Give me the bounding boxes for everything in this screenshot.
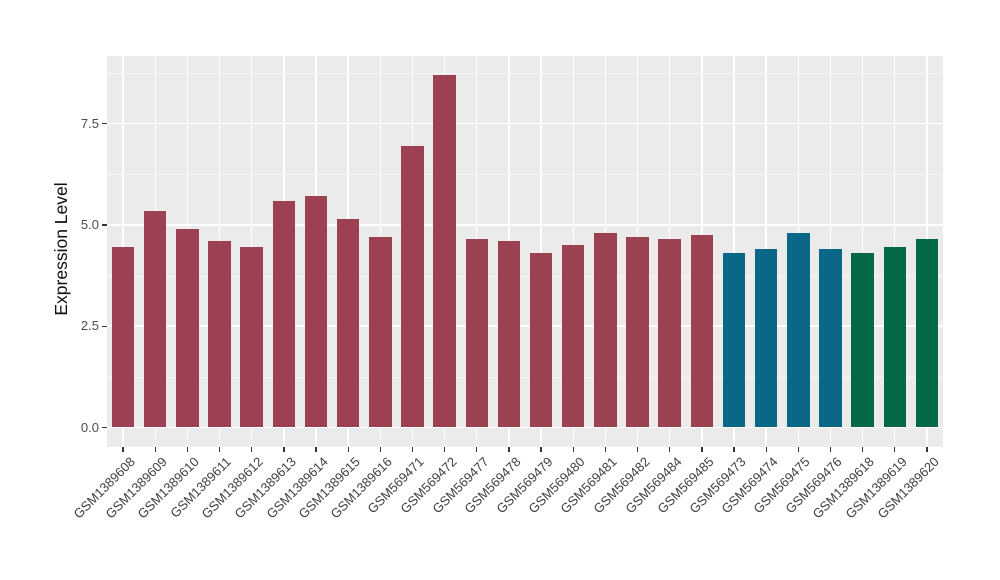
x-gridline-major — [540, 56, 542, 447]
x-tick-mark — [797, 447, 799, 452]
x-tick-mark — [894, 447, 896, 452]
y-tick-label: 7.5 — [80, 115, 99, 131]
x-tick-mark — [315, 447, 317, 452]
y-tick-label: 5.0 — [80, 216, 99, 232]
bar-GSM569480 — [561, 245, 585, 428]
y-tick-label: 2.5 — [80, 318, 99, 334]
bar-GSM569473 — [722, 253, 746, 428]
y-tick-mark — [102, 426, 107, 429]
plot-panel — [107, 56, 943, 447]
bar-GSM569482 — [626, 237, 649, 428]
bar-GSM1389610 — [176, 228, 199, 428]
x-tick-mark — [379, 447, 381, 452]
x-tick-mark — [733, 447, 735, 452]
bar-GSM1389608 — [111, 247, 135, 428]
x-tick-mark — [829, 447, 832, 452]
y-tick-mark — [102, 224, 107, 226]
x-tick-mark — [508, 447, 510, 452]
y-tick-mark — [102, 325, 107, 327]
bar-GSM1389620 — [915, 239, 939, 428]
y-gridline-minor — [107, 72, 943, 74]
x-gridline-major — [861, 56, 864, 447]
y-tick-label: 0.0 — [80, 419, 99, 435]
x-gridline-major — [733, 56, 735, 447]
y-tick-mark — [102, 122, 107, 125]
x-tick-mark — [604, 447, 607, 452]
bar-GSM1389619 — [883, 247, 907, 428]
bar-GSM1389616 — [369, 237, 392, 428]
y-gridline-major — [107, 325, 943, 327]
bar-GSM569472 — [433, 74, 456, 428]
x-tick-mark — [636, 447, 639, 452]
x-tick-mark — [701, 447, 703, 452]
y-gridline-major — [107, 122, 943, 125]
x-tick-mark — [862, 447, 864, 452]
x-tick-mark — [669, 447, 671, 452]
bar-GSM569477 — [465, 239, 489, 428]
x-tick-mark — [765, 447, 767, 452]
bar-GSM569484 — [658, 239, 681, 428]
bar-GSM1389615 — [336, 218, 360, 428]
y-gridline-minor — [107, 275, 943, 277]
x-tick-mark — [218, 447, 221, 452]
bar-GSM1389609 — [143, 210, 167, 428]
bar-GSM1389618 — [851, 253, 874, 428]
x-tick-mark — [251, 447, 253, 452]
x-tick-mark — [540, 447, 542, 452]
y-gridline-major — [107, 426, 943, 429]
bar-GSM1389613 — [272, 200, 296, 428]
x-tick-mark — [122, 447, 124, 452]
bar-GSM569476 — [819, 249, 842, 428]
x-tick-mark — [186, 447, 189, 452]
bar-GSM569471 — [401, 145, 424, 428]
bar-GSM1389612 — [240, 247, 263, 428]
x-tick-mark — [572, 447, 574, 452]
y-gridline-minor — [107, 174, 943, 176]
bar-GSM569481 — [594, 232, 617, 428]
bar-GSM569478 — [497, 241, 521, 428]
bar-GSM1389611 — [208, 241, 231, 428]
x-tick-mark — [444, 447, 446, 452]
x-tick-mark — [154, 447, 156, 452]
bar-GSM1389614 — [304, 196, 328, 428]
bar-GSM569479 — [529, 253, 553, 428]
x-tick-mark — [926, 447, 928, 452]
x-tick-mark — [411, 447, 414, 452]
x-tick-mark — [283, 447, 285, 452]
y-gridline-major — [107, 224, 943, 226]
x-tick-mark — [347, 447, 349, 452]
bar-GSM569474 — [754, 249, 778, 428]
bar-GSM569475 — [787, 232, 810, 428]
y-gridline-minor — [107, 376, 943, 378]
x-tick-mark — [476, 447, 478, 452]
bar-GSM569485 — [690, 234, 714, 428]
